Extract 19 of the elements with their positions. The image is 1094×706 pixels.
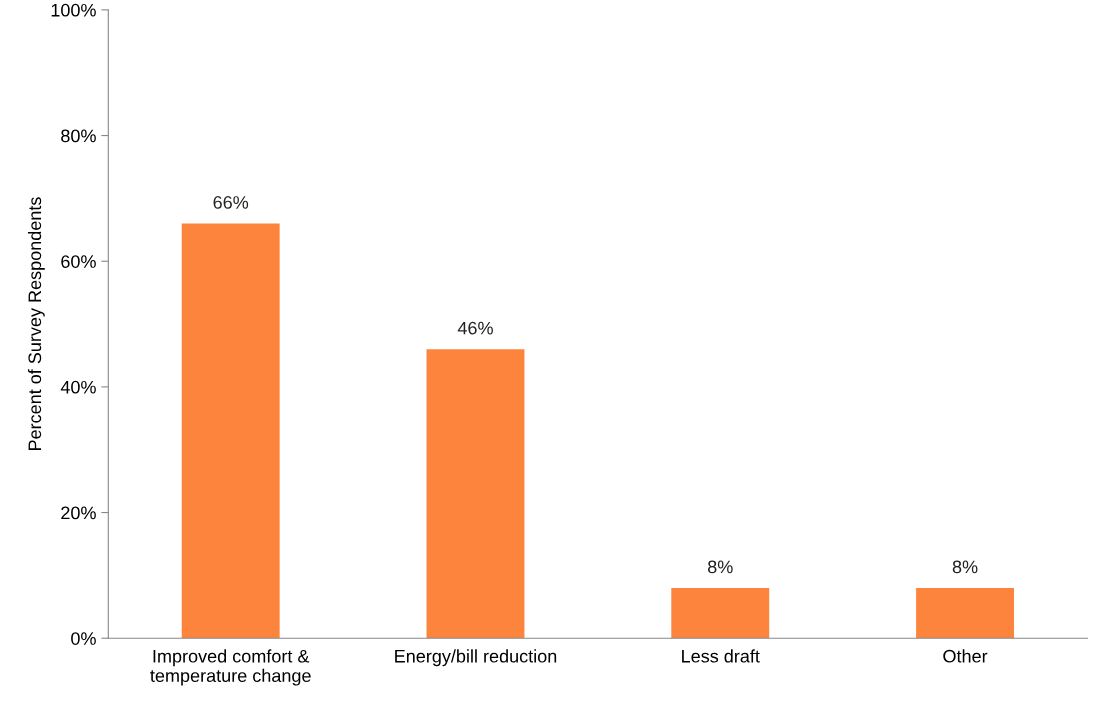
x-tick-label: Less draft: [682, 649, 760, 663]
y-tick-label: 100%: [51, 3, 96, 17]
y-tick-label: 40%: [60, 380, 96, 394]
y-tick-label: 60%: [61, 255, 96, 268]
data-label: 8%: [708, 560, 733, 574]
bar: [181, 223, 280, 639]
data-label: 8%: [952, 560, 978, 574]
bar: [916, 587, 1014, 639]
x-tick-label: Other: [943, 649, 988, 663]
y-tick-label: 20%: [61, 506, 96, 520]
data-label: 46%: [457, 321, 493, 335]
x-tick-label: Energy/bill reduction: [395, 649, 557, 667]
data-label: 66%: [213, 196, 249, 209]
x-tick-label: Improved comfort & temperature change: [150, 649, 311, 686]
y-axis-title: Percent of Survey Respondents: [27, 197, 45, 451]
bar: [671, 587, 770, 639]
y-tick-label: 80%: [61, 129, 96, 143]
y-tick-label: 0%: [71, 632, 96, 645]
bar: [426, 349, 525, 639]
